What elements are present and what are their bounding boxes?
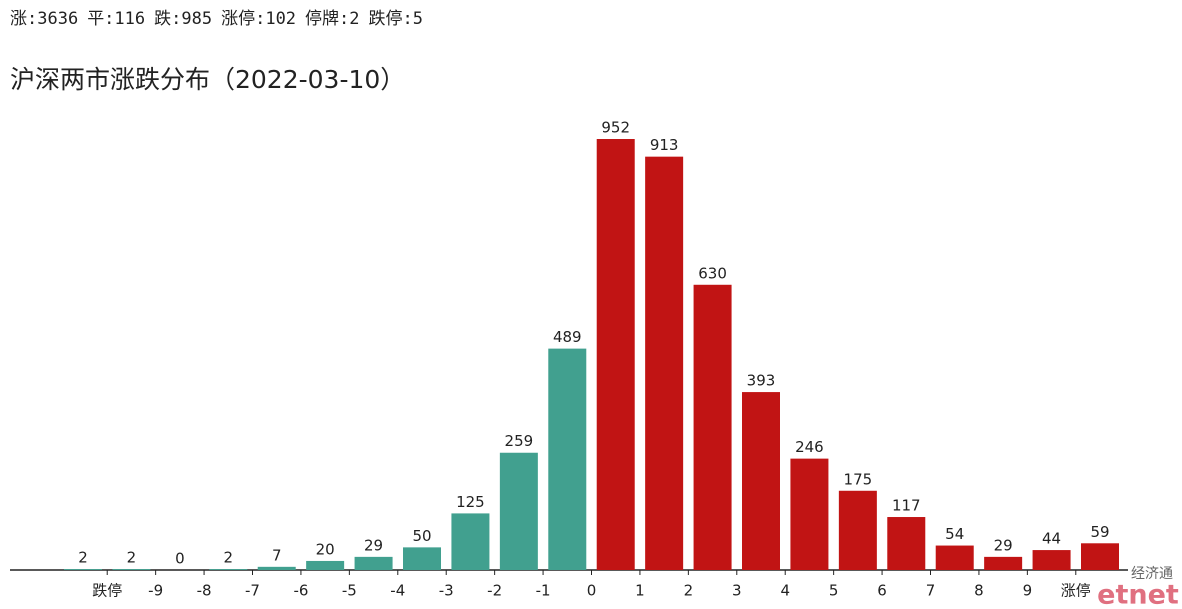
value-label: 175 [844,470,873,488]
x-tick-label: 1 [635,582,645,600]
x-tick-label: -8 [197,582,212,600]
bar [742,392,780,570]
stat: 停牌:2 [305,9,359,29]
bar [645,156,684,571]
value-label: 44 [1042,530,1061,548]
value-label: 259 [505,432,534,450]
stat: 涨:3636 [10,9,78,29]
value-label: 20 [316,540,335,558]
x-tick-label: -2 [487,582,502,600]
logo-cn: 经济通 [1131,566,1173,582]
x-tick-label: 7 [926,582,936,600]
value-label: 2 [78,549,88,567]
value-label: 913 [650,136,679,154]
value-label: 54 [945,525,964,543]
bar [209,569,248,570]
x-tick-label: -7 [245,582,260,600]
bar [257,566,296,570]
bar [984,556,1023,570]
bar [693,284,732,570]
value-label: 29 [364,536,383,554]
bar [548,348,587,570]
x-tick-label: -9 [148,582,163,600]
value-label: 125 [456,493,485,511]
value-label: 489 [553,328,582,346]
value-label: 2 [224,549,234,567]
bar [935,545,974,570]
bar [306,560,345,570]
bar [596,139,635,570]
x-tick-label: 涨停 [1061,582,1091,600]
value-label: 29 [994,536,1013,554]
bar [451,513,490,570]
value-label: 50 [412,527,431,545]
x-tick-label: 4 [780,582,790,600]
value-label: 246 [795,438,824,456]
value-label: 117 [892,497,921,515]
x-tick-label: 8 [974,582,984,600]
chart-title: 沪深两市涨跌分布（2022-03-10） [10,65,405,94]
bar [1032,550,1071,570]
bar [887,517,926,570]
x-tick-label: 2 [684,582,694,600]
value-label: 0 [175,550,185,568]
value-label: 952 [601,119,630,137]
x-tick-label: 6 [877,582,887,600]
x-tick-label: -4 [390,582,405,600]
x-tick-label: -3 [439,582,454,600]
bar [403,547,441,570]
x-tick-label: -6 [293,582,308,600]
value-label: 7 [272,546,282,564]
value-label: 59 [1090,523,1109,541]
x-tick-label: 3 [732,582,742,600]
value-label: 393 [747,372,776,390]
bar [838,490,877,570]
x-tick-label: 9 [1023,582,1033,600]
bar [354,556,393,570]
bar [1081,543,1119,570]
value-label: 2 [127,549,137,567]
stat: 涨停:102 [221,9,296,29]
stat: 跌:985 [154,9,212,29]
stats-line: 涨:3636 平:116 跌:985 涨停:102 停牌:2 跌停:5 [10,9,423,29]
x-tick-label: -1 [536,582,551,600]
x-tick-label: 0 [587,582,597,600]
value-label: 630 [698,264,727,282]
bar [499,452,538,570]
bar [64,569,102,570]
x-tick-label: 5 [829,582,839,600]
stat: 跌停:5 [369,9,423,29]
bar [790,458,829,570]
stat: 平:116 [87,9,145,29]
x-tick-label: -5 [342,582,357,600]
logo-en: etnet [1097,580,1179,609]
bar [112,569,151,570]
x-tick-label: 跌停 [92,582,122,600]
